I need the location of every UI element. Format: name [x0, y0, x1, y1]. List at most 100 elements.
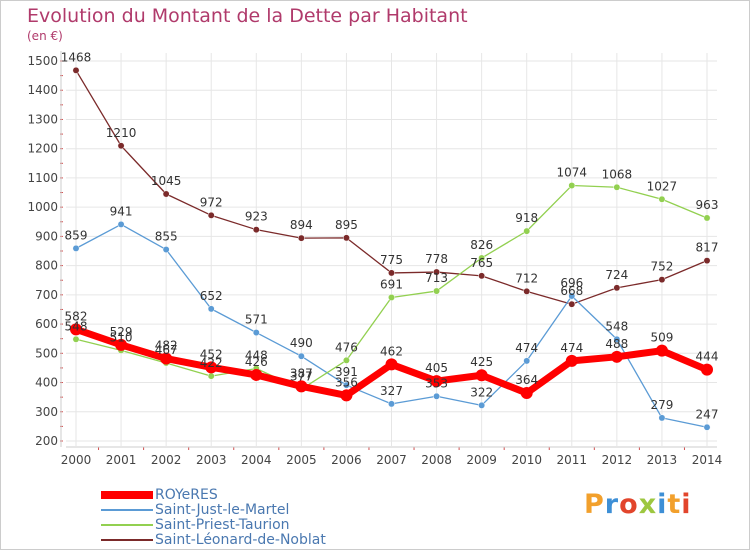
data-point — [207, 372, 215, 380]
legend-label: Saint-Léonard-de-Noblat — [155, 532, 326, 548]
legend-label: Saint-Priest-Taurion — [155, 517, 290, 533]
data-label: 778 — [425, 252, 448, 266]
data-point — [388, 294, 395, 301]
data-point — [613, 335, 621, 343]
data-label: 894 — [290, 218, 313, 232]
data-point — [207, 211, 215, 219]
data-point — [342, 234, 350, 242]
data-point — [430, 375, 443, 388]
x-tick-label: 2011 — [557, 453, 588, 467]
x-tick-label: 2003 — [196, 453, 227, 467]
data-label: 426 — [245, 355, 268, 369]
data-label: 364 — [515, 373, 538, 387]
data-label: 548 — [65, 319, 88, 333]
y-tick-label: 1400 — [27, 83, 58, 97]
data-point — [568, 300, 576, 308]
y-tick-label: 800 — [35, 259, 58, 273]
data-label: 826 — [470, 238, 493, 252]
data-label: 425 — [470, 355, 493, 369]
series-points — [70, 66, 713, 431]
data-label: 855 — [155, 230, 178, 244]
data-point — [388, 269, 395, 277]
y-tick-label: 1300 — [27, 112, 58, 126]
data-point — [340, 389, 353, 402]
x-tick-label: 2005 — [286, 453, 317, 467]
data-point — [523, 227, 531, 235]
data-label: 571 — [245, 313, 268, 327]
y-tick-label: 600 — [35, 317, 58, 331]
data-point — [342, 381, 350, 389]
data-label: 377 — [290, 369, 313, 383]
data-point — [613, 284, 621, 292]
data-point — [250, 368, 263, 381]
x-tick-label: 2006 — [331, 453, 362, 467]
data-label: 918 — [515, 211, 538, 225]
data-point — [610, 350, 623, 363]
data-point — [568, 292, 576, 300]
data-point — [568, 182, 576, 189]
data-point — [117, 220, 125, 228]
data-label: 1074 — [557, 166, 588, 180]
data-label: 1468 — [61, 50, 92, 64]
data-label: 1045 — [151, 174, 182, 188]
data-point — [701, 363, 713, 376]
data-label: 582 — [65, 309, 88, 323]
data-point — [703, 257, 711, 265]
y-tick-label: 500 — [35, 346, 58, 360]
data-label: 482 — [155, 339, 178, 353]
data-point — [72, 335, 80, 343]
y-tick-label: 1000 — [27, 200, 58, 214]
data-label: 444 — [696, 350, 719, 364]
data-label: 452 — [200, 347, 223, 361]
data-label: 895 — [335, 218, 358, 232]
data-label: 923 — [245, 210, 268, 224]
y-tick-label: 1100 — [27, 171, 58, 185]
x-tick-label: 2008 — [421, 453, 452, 467]
data-label: 422 — [200, 356, 223, 370]
y-tick-label: 700 — [35, 288, 58, 302]
data-label: 972 — [200, 195, 223, 209]
data-point — [252, 226, 260, 234]
data-point — [433, 268, 441, 276]
data-point — [342, 356, 350, 364]
data-point — [70, 323, 82, 336]
y-tick-label: 900 — [35, 229, 58, 243]
data-label: 387 — [290, 366, 313, 380]
data-point — [162, 246, 170, 253]
y-tick-label: 300 — [35, 405, 58, 419]
data-label: 548 — [605, 319, 628, 333]
legend-label: ROYeRES — [155, 487, 218, 503]
data-label: 391 — [335, 365, 358, 379]
data-label: 941 — [110, 204, 133, 218]
data-point — [565, 354, 578, 367]
data-point — [385, 358, 398, 371]
data-label: 712 — [515, 271, 538, 285]
data-point — [478, 401, 486, 409]
data-label: 668 — [560, 284, 583, 298]
data-label: 327 — [380, 384, 403, 398]
data-label: 752 — [650, 260, 673, 274]
data-point — [162, 190, 170, 198]
data-label: 356 — [335, 375, 358, 389]
data-point — [520, 387, 533, 400]
y-tick-label: 400 — [35, 376, 58, 390]
data-point — [72, 244, 80, 252]
data-label: 509 — [650, 331, 673, 345]
data-point — [658, 195, 666, 203]
legend-swatch — [101, 539, 153, 541]
data-label: 247 — [696, 407, 719, 421]
x-tick-label: 2004 — [241, 453, 272, 467]
data-point — [523, 357, 531, 365]
data-point — [658, 276, 666, 284]
unit-label: (en €) — [27, 29, 63, 43]
data-point — [297, 352, 305, 360]
data-point — [295, 380, 308, 393]
data-label: 510 — [110, 330, 133, 344]
data-point — [478, 254, 486, 262]
data-label: 279 — [650, 398, 673, 412]
data-label: 1027 — [647, 179, 678, 193]
data-point — [613, 183, 621, 191]
data-label: 1210 — [106, 126, 137, 140]
data-label: 691 — [380, 277, 403, 291]
